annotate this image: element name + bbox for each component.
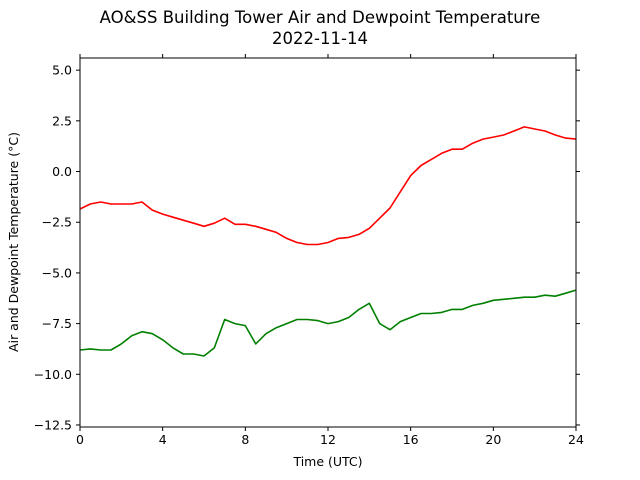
- x-tick-label: 0: [76, 432, 84, 447]
- x-axis-ticks: 0 4 8 12 16 20 24: [76, 54, 584, 447]
- series-lines: [79, 126, 577, 357]
- x-tick-label: 8: [241, 432, 249, 447]
- x-tick-label: 4: [159, 432, 167, 447]
- y-axis-ticks: −12.5 −10.0 −7.5 −5.0 −2.5 0.0 2.5 5.0: [34, 63, 580, 432]
- y-tick-label: 2.5: [52, 113, 72, 128]
- x-tick-label: 24: [568, 432, 584, 447]
- y-axis-label: Air and Dewpoint Temperature (°C): [6, 132, 21, 352]
- x-axis-label: Time (UTC): [292, 454, 362, 469]
- x-tick-label: 16: [403, 432, 419, 447]
- series-line-1: [79, 126, 577, 246]
- y-tick-label: −5.0: [42, 265, 72, 280]
- y-tick-label: −2.5: [42, 215, 72, 230]
- y-tick-label: −12.5: [34, 417, 72, 432]
- x-tick-label: 20: [485, 432, 501, 447]
- chart-title: AO&SS Building Tower Air and Dewpoint Te…: [100, 8, 541, 27]
- y-tick-label: −7.5: [42, 316, 72, 331]
- y-tick-label: −10.0: [34, 367, 72, 382]
- chart-subtitle: 2022-11-14: [272, 29, 368, 48]
- plot-area-frame: [79, 57, 577, 428]
- series-line-2: [79, 289, 577, 357]
- y-tick-label: 5.0: [52, 63, 72, 78]
- x-tick-label: 12: [320, 432, 336, 447]
- y-tick-label: 0.0: [52, 164, 72, 179]
